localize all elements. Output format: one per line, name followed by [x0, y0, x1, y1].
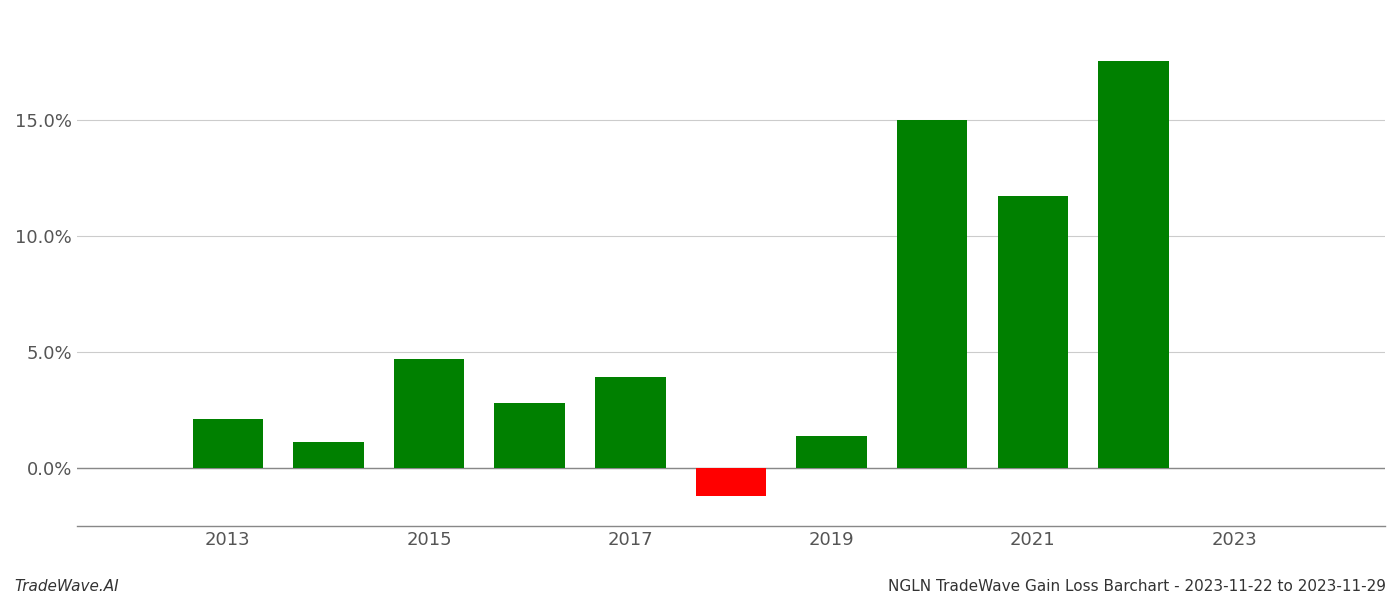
Bar — [595, 377, 665, 468]
Bar — [998, 196, 1068, 468]
Text: NGLN TradeWave Gain Loss Barchart - 2023-11-22 to 2023-11-29: NGLN TradeWave Gain Loss Barchart - 2023… — [888, 579, 1386, 594]
Bar — [696, 468, 766, 496]
Bar — [797, 436, 867, 468]
Bar — [393, 359, 465, 468]
Bar — [494, 403, 564, 468]
Bar — [1098, 61, 1169, 468]
Bar — [293, 442, 364, 468]
Bar — [193, 419, 263, 468]
Bar — [897, 119, 967, 468]
Text: TradeWave.AI: TradeWave.AI — [14, 579, 119, 594]
